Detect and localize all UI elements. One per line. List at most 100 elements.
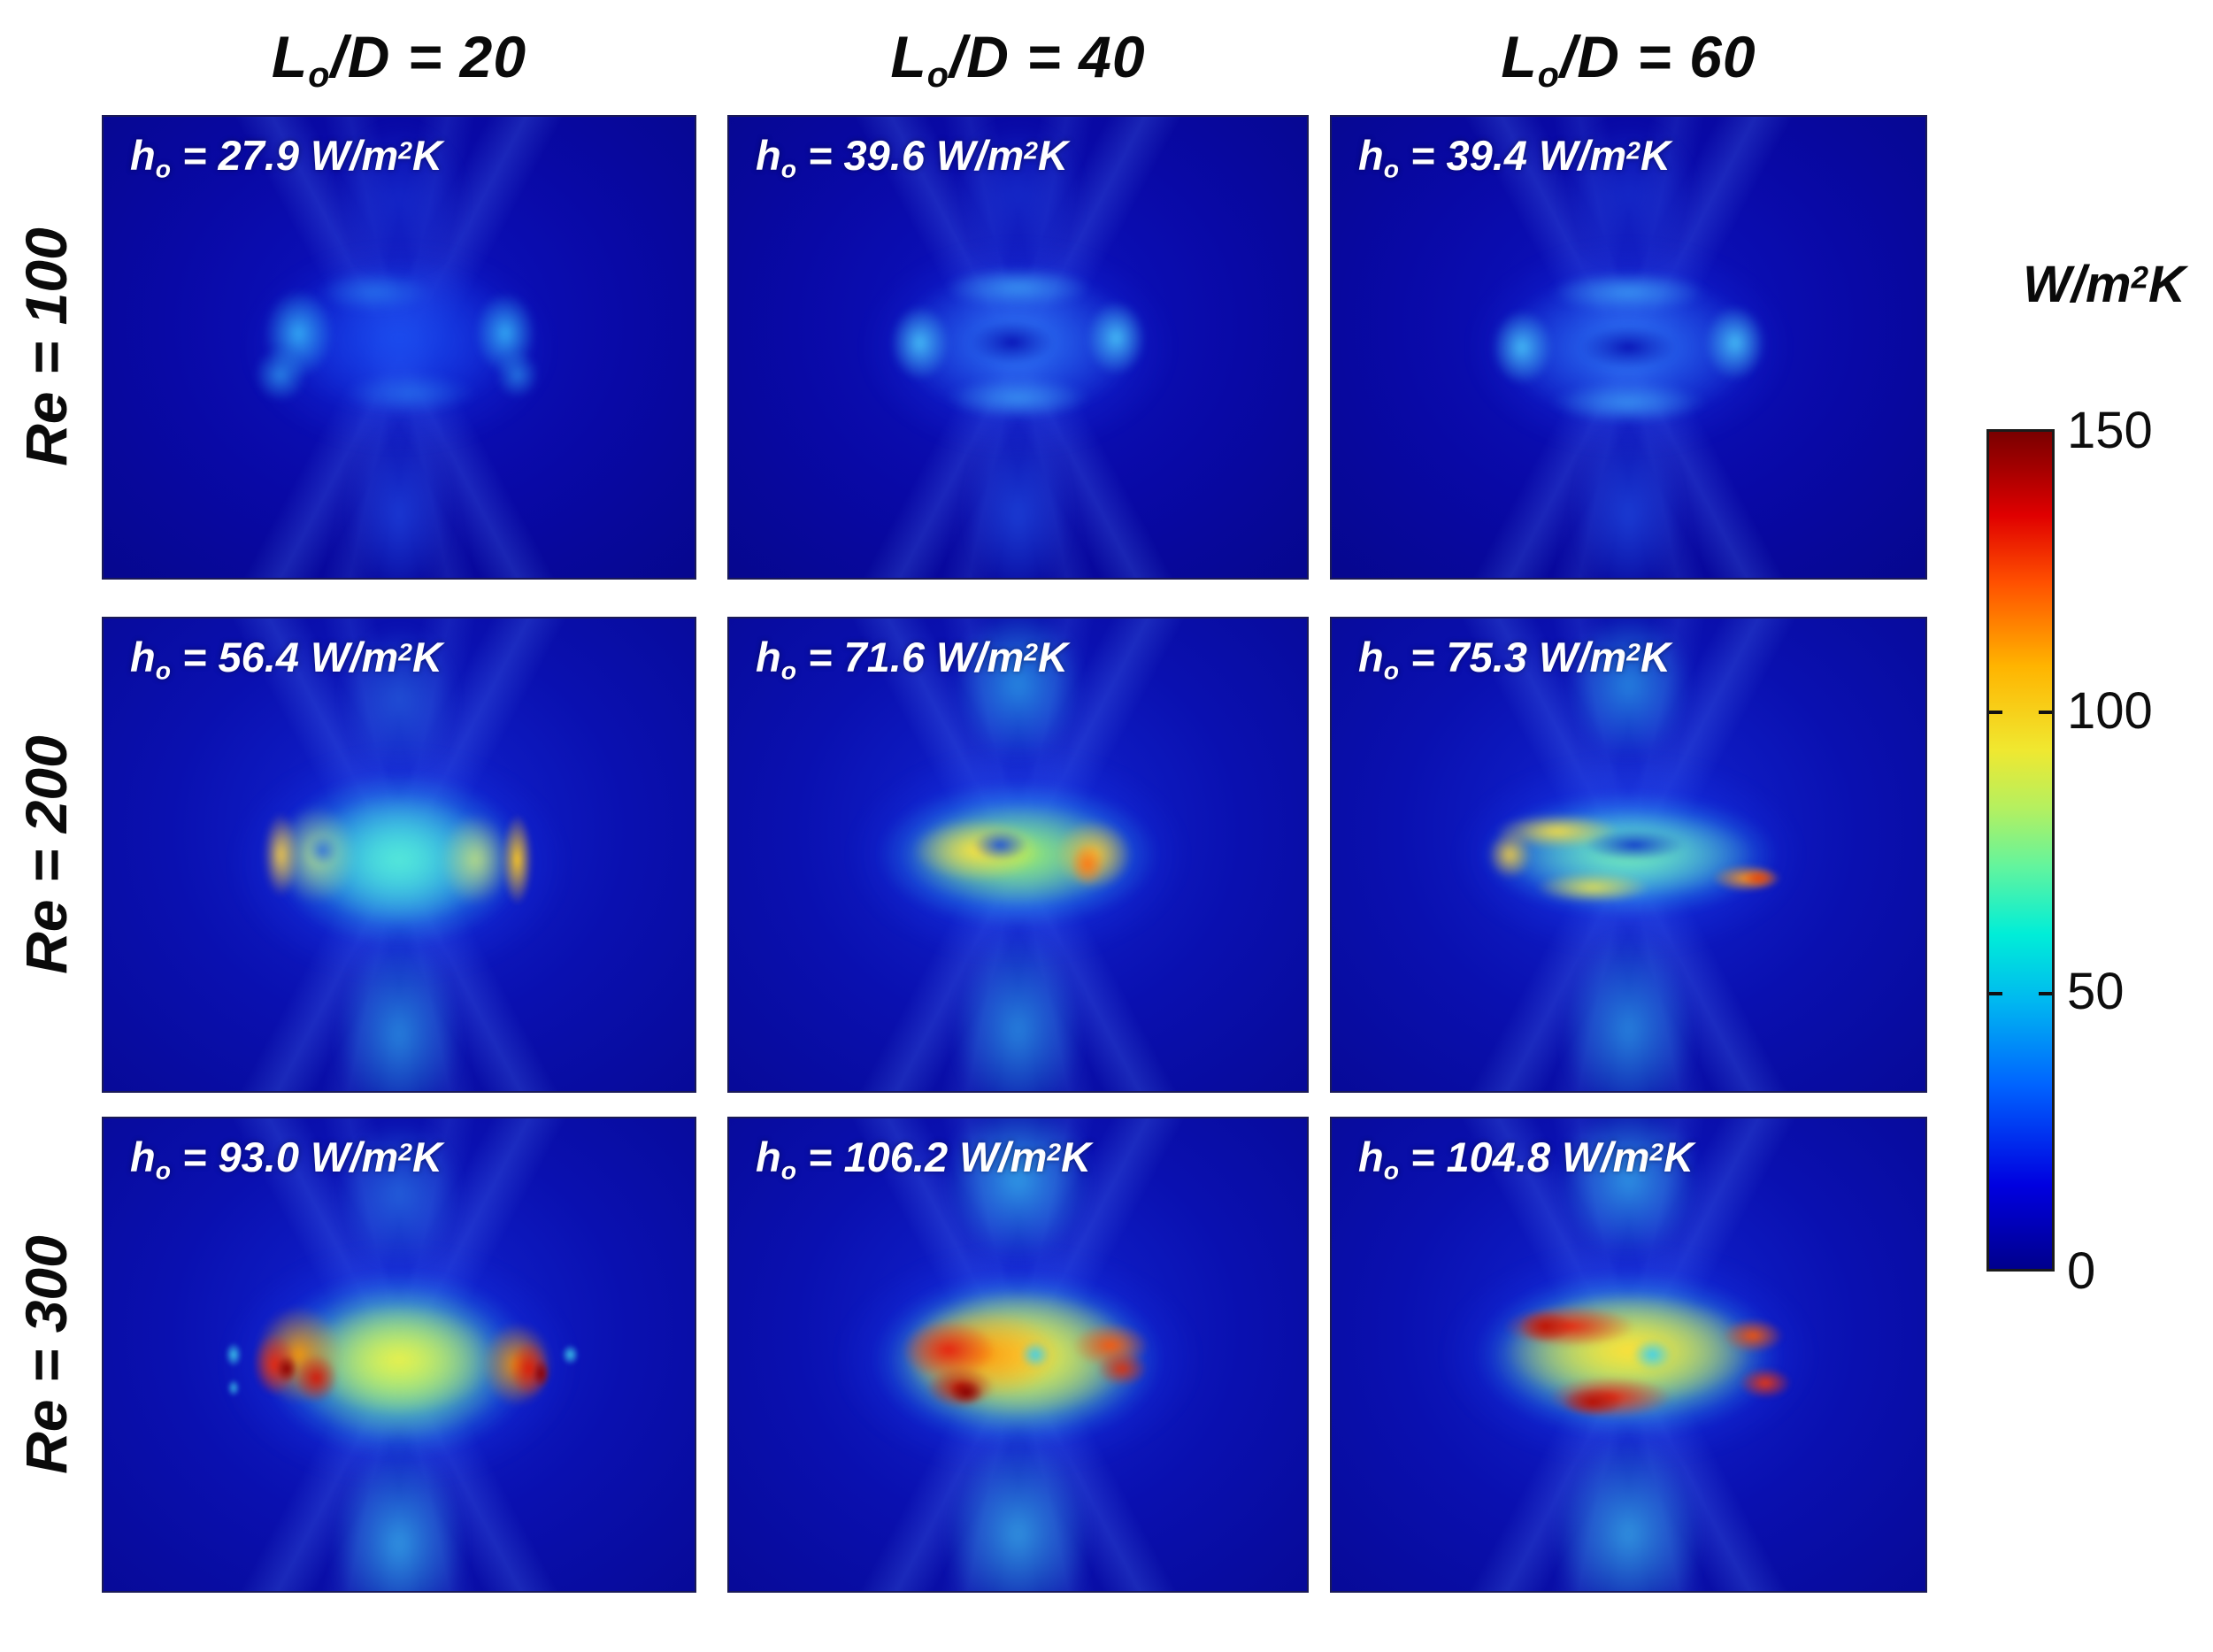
h-value-annotation: ho = 27.9 W/m2K xyxy=(130,131,442,181)
heat-blob xyxy=(963,824,1039,867)
heat-blob xyxy=(1729,1362,1802,1405)
h-superscript: 2 xyxy=(398,1137,412,1166)
header-symbol: L xyxy=(1501,24,1538,89)
h-subscript: o xyxy=(1383,656,1399,685)
colorbar-units-label: W/m2K xyxy=(1989,255,2213,314)
heatmap-panel: ho = 56.4 W/m2K xyxy=(102,617,696,1093)
h-symbol: h xyxy=(1358,132,1384,179)
header-value: /D = 60 xyxy=(1559,24,1756,89)
h-subscript: o xyxy=(780,1156,796,1185)
h-symbol: h xyxy=(130,634,156,680)
heat-blob xyxy=(931,117,1105,292)
header-value: /D = 20 xyxy=(330,24,527,89)
h-unit-tail: K xyxy=(1640,132,1671,179)
heat-blob xyxy=(879,291,961,394)
heat-blob xyxy=(310,117,488,302)
heat-blob xyxy=(1735,866,1783,891)
h-value: = 106.2 W/m xyxy=(795,1133,1048,1180)
heat-blob xyxy=(1711,1311,1795,1360)
colorbar-tick-label-150: 150 xyxy=(2067,402,2153,459)
h-unit-tail: K xyxy=(411,1133,442,1180)
header-symbol: L xyxy=(271,24,309,89)
heat-blob xyxy=(931,619,1105,789)
h-subscript: o xyxy=(1383,154,1399,183)
heat-blob xyxy=(496,797,538,921)
h-value: = 27.9 W/m xyxy=(170,132,399,179)
heat-blob xyxy=(1563,317,1694,378)
heat-blob xyxy=(558,1340,583,1369)
heatmap-blob-layer xyxy=(729,117,1307,578)
heatmap-panel: ho = 93.0 W/m2K xyxy=(102,1117,696,1593)
heat-blob xyxy=(1533,1118,1724,1284)
heat-blob xyxy=(257,797,305,912)
heat-blob xyxy=(334,393,465,578)
h-subscript: o xyxy=(155,1156,171,1185)
h-symbol: h xyxy=(756,132,781,179)
h-subscript: o xyxy=(780,656,796,685)
heat-blob xyxy=(1625,1333,1679,1377)
colorbar xyxy=(1986,429,2055,1272)
h-superscript: 2 xyxy=(1626,135,1641,165)
heat-blob xyxy=(224,1376,242,1400)
heatmap-panel: ho = 75.3 W/m2K xyxy=(1330,617,1927,1093)
colorbar-tick-100-right xyxy=(2039,711,2052,714)
h-subscript: o xyxy=(1383,1156,1399,1185)
h-value: = 104.8 W/m xyxy=(1398,1133,1650,1180)
h-unit-tail: K xyxy=(1037,634,1068,680)
column-header-lod60: Lo/D = 60 xyxy=(1330,7,1927,106)
heat-blob xyxy=(1087,1345,1157,1393)
heatmap-panel: ho = 106.2 W/m2K xyxy=(727,1117,1309,1593)
h-symbol: h xyxy=(1358,634,1384,680)
units-base: W/m xyxy=(2023,256,2132,313)
heat-blob xyxy=(1556,393,1700,578)
heat-blob xyxy=(1510,1304,1581,1348)
h-superscript: 2 xyxy=(1024,637,1038,666)
colorbar-tick-50-left xyxy=(1989,992,2002,995)
h-symbol: h xyxy=(1358,1133,1384,1180)
heat-blob xyxy=(1479,296,1564,398)
h-value-annotation: ho = 71.6 W/m2K xyxy=(756,633,1068,685)
header-subscript: o xyxy=(308,56,331,96)
heatmap-panel: ho = 104.8 W/m2K xyxy=(1330,1117,1927,1593)
heat-blob xyxy=(322,619,476,798)
heatmap-blob-layer xyxy=(729,619,1307,1091)
heat-blob xyxy=(942,1376,989,1410)
colorbar-tick-label-50: 50 xyxy=(2067,963,2125,1020)
units-superscript: 2 xyxy=(2131,260,2148,296)
heatmap-panel: ho = 71.6 W/m2K xyxy=(727,617,1309,1093)
heat-blob xyxy=(1015,1335,1056,1374)
h-value-annotation: ho = 104.8 W/m2K xyxy=(1358,1133,1694,1185)
column-header-lod40: Lo/D = 40 xyxy=(727,7,1309,106)
h-value: = 93.0 W/m xyxy=(170,1133,399,1180)
heat-blob xyxy=(528,1355,553,1393)
heatmap-blob-layer xyxy=(1332,1118,1925,1591)
header-value: /D = 40 xyxy=(949,24,1146,89)
h-symbol: h xyxy=(130,132,156,179)
h-symbol: h xyxy=(756,634,781,680)
units-tail: K xyxy=(2148,256,2186,313)
h-value-annotation: ho = 93.0 W/m2K xyxy=(130,1133,442,1185)
h-unit-tail: K xyxy=(1640,634,1671,680)
colorbar-tick-label-0: 0 xyxy=(2067,1242,2096,1300)
h-value-annotation: ho = 39.6 W/m2K xyxy=(756,131,1068,183)
h-value-annotation: ho = 106.2 W/m2K xyxy=(756,1133,1091,1185)
h-superscript: 2 xyxy=(1024,135,1038,165)
row-label-re100: Re = 100 xyxy=(13,227,79,466)
heatmap-blob-layer xyxy=(1332,619,1925,1091)
h-unit-tail: K xyxy=(1664,1133,1694,1180)
header-subscript: o xyxy=(926,56,949,96)
heatmap-panel: ho = 39.4 W/m2K xyxy=(1330,115,1927,580)
h-unit-tail: K xyxy=(411,132,442,179)
colorbar-tick-label-100: 100 xyxy=(2067,682,2153,740)
h-subscript: o xyxy=(155,656,171,685)
h-value: = 75.3 W/m xyxy=(1398,634,1627,680)
h-unit-tail: K xyxy=(1037,132,1068,179)
heatmap-panel: ho = 27.9 W/m2K xyxy=(102,115,696,580)
heatmap-blob-layer xyxy=(729,1118,1307,1591)
h-value-annotation: ho = 56.4 W/m2K xyxy=(130,633,442,685)
h-subscript: o xyxy=(780,154,796,183)
heatmap-blob-layer xyxy=(104,1118,695,1591)
row-label-re300: Re = 300 xyxy=(13,1235,79,1474)
h-superscript: 2 xyxy=(1649,1137,1664,1166)
